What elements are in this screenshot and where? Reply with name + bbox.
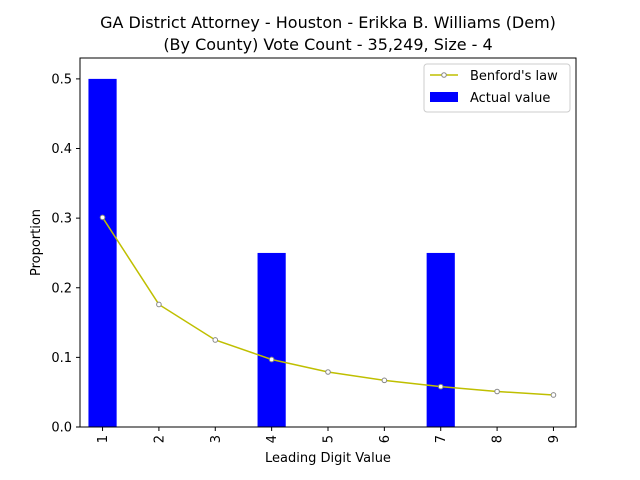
x-tick-label-7: 8 — [491, 435, 506, 443]
chart-title-line1: GA District Attorney - Houston - Erikka … — [100, 13, 556, 32]
bar-1 — [88, 78, 117, 428]
legend-label-actual: Actual value — [470, 91, 550, 106]
x-tick-label-2: 3 — [209, 435, 224, 443]
y-tick-label-3: 0.3 — [51, 212, 72, 227]
benford-point-1 — [99, 214, 106, 221]
y-tick-label-1: 0.1 — [51, 351, 72, 366]
x-tick-label-3: 4 — [265, 435, 280, 443]
y-tick-label-0: 0.0 — [51, 421, 72, 436]
y-tick-label-2: 0.2 — [51, 281, 72, 296]
x-tick-label-8: 9 — [547, 435, 562, 443]
x-tick-label-4: 5 — [322, 435, 337, 443]
legend-bar-swatch — [430, 92, 458, 102]
benford-point-8 — [494, 388, 500, 395]
bar-4 — [257, 252, 286, 427]
benford-point-2 — [156, 301, 162, 308]
plot-area: 0.0 0.1 0.2 0.3 0.4 0.5 1 2 3 4 5 6 7 8 9 — [51, 72, 562, 443]
benford-point-6 — [381, 377, 388, 384]
legend-box — [423, 63, 571, 113]
legend-line-marker — [441, 72, 447, 78]
benford-point-9 — [550, 392, 557, 398]
benford-point-3 — [212, 337, 219, 343]
benford-point-4 — [268, 356, 275, 363]
x-tick-label-5: 6 — [378, 435, 393, 443]
benford-line — [101, 217, 554, 396]
x-axis-label: Leading Digit Value — [265, 451, 391, 466]
y-tick-label-5: 0.5 — [51, 72, 72, 87]
legend: Benford's law Actual value — [423, 63, 571, 113]
benford-point-5 — [325, 369, 331, 375]
axes-frame — [79, 57, 577, 428]
y-axis-label: Proportion — [29, 209, 44, 276]
x-tick-label-6: 7 — [434, 435, 449, 443]
benford-point-7 — [437, 383, 444, 390]
legend-label-benford: Benford's law — [470, 69, 558, 84]
bar-7 — [426, 252, 455, 427]
chart-title-line2: (By County) Vote Count - 35,249, Size - … — [163, 35, 492, 54]
y-tick-label-4: 0.4 — [51, 142, 72, 157]
x-tick-label-0: 1 — [96, 435, 111, 443]
x-tick-label-1: 2 — [152, 435, 167, 443]
